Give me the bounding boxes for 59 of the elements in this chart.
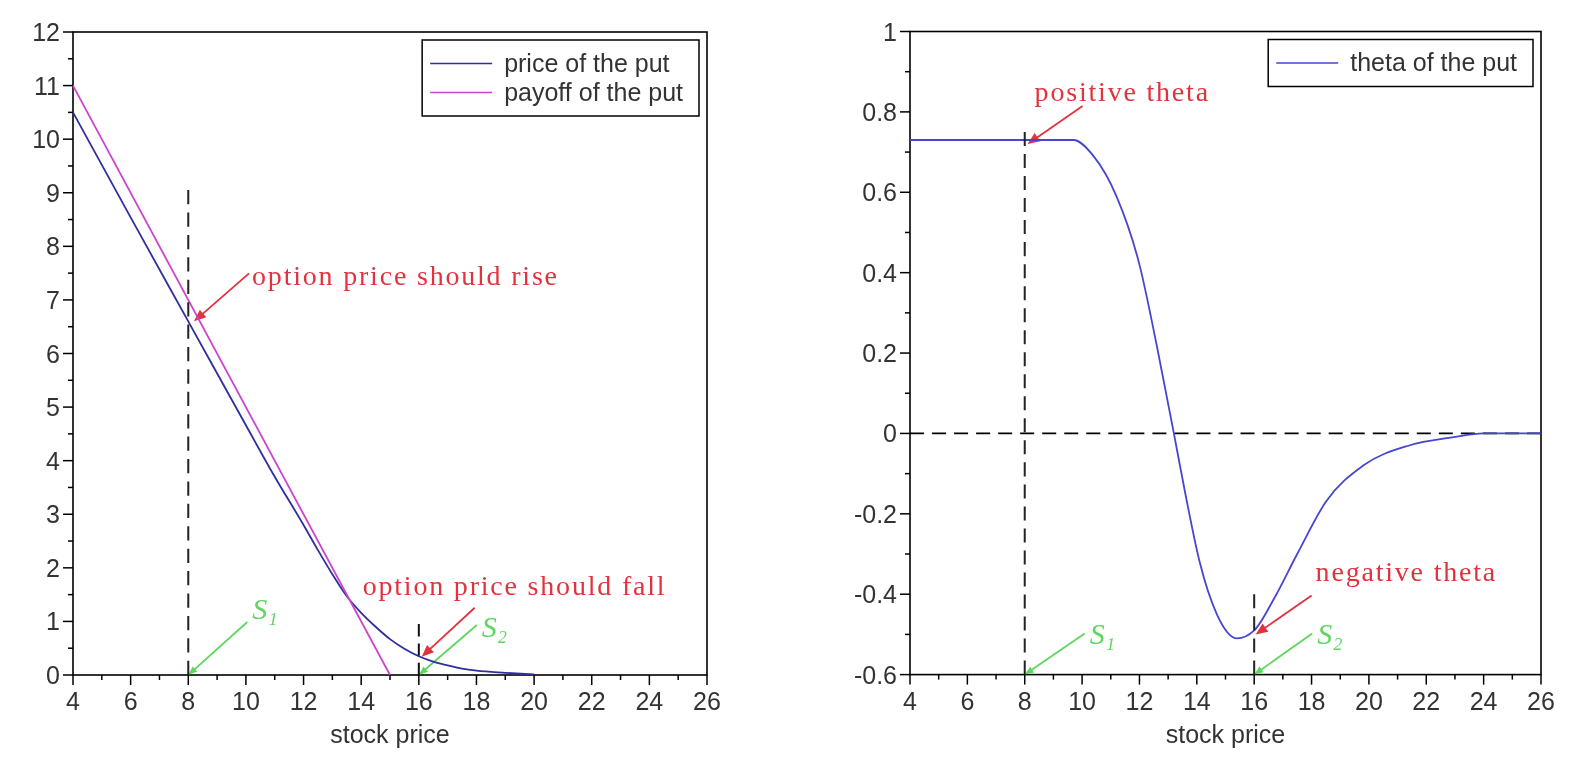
y-tick-label: 2: [46, 553, 60, 582]
x-tick-label: 26: [693, 687, 721, 715]
y-tick-label: 0.4: [862, 258, 898, 287]
x-tick-label: 26: [1527, 686, 1555, 715]
x-axis-title: stock price: [330, 720, 450, 748]
annotation: S₂: [481, 610, 508, 643]
y-tick-label: 10: [32, 125, 60, 154]
x-tick-label: 8: [181, 687, 196, 715]
x-tick-label: 6: [960, 686, 975, 715]
legend-label: price of the put: [504, 48, 670, 77]
y-tick-label: 6: [46, 339, 60, 368]
y-tick-label: -0.6: [853, 660, 897, 689]
annotation: negative theta: [1315, 556, 1498, 588]
x-tick-label: 10: [1068, 686, 1096, 715]
y-tick-label: 0: [46, 661, 60, 689]
annotation: S₁: [1089, 616, 1116, 650]
x-tick-label: 20: [520, 687, 548, 715]
y-tick-label: 12: [32, 18, 60, 46]
x-tick-label: 18: [1297, 686, 1326, 715]
x-tick-label: 4: [903, 686, 918, 715]
annotation: positive theta: [1034, 76, 1210, 108]
x-tick-label: 12: [1125, 686, 1154, 715]
annotation: S₂: [1317, 616, 1343, 650]
y-tick-label: 0.6: [862, 178, 897, 207]
x-tick-label: 14: [347, 687, 376, 715]
x-tick-label: 10: [232, 687, 260, 715]
x-tick-label: 14: [1182, 686, 1211, 715]
annotation: option price should fall: [362, 569, 667, 601]
legend-label: theta of the put: [1350, 48, 1518, 76]
y-tick-label: 0.8: [862, 97, 897, 126]
x-tick-label: 6: [123, 687, 138, 715]
x-tick-label: 4: [66, 687, 81, 715]
annotation: option price should rise: [252, 260, 559, 292]
y-tick-label: 8: [46, 232, 60, 261]
y-tick-label: 1: [883, 17, 897, 46]
y-tick-label: -0.4: [853, 580, 898, 609]
x-tick-label: 8: [1017, 686, 1032, 715]
x-tick-label: 24: [1469, 686, 1498, 715]
x-tick-label: 24: [635, 687, 664, 715]
y-tick-label: 9: [46, 178, 60, 207]
y-tick-label: 11: [34, 71, 60, 100]
x-tick-label: 22: [1412, 686, 1441, 715]
x-tick-label: 16: [1240, 686, 1269, 715]
y-tick-label: 1: [46, 607, 60, 636]
x-axis-title: stock price: [1165, 719, 1286, 748]
y-tick-label: 3: [46, 500, 60, 529]
x-tick-label: 16: [404, 687, 433, 715]
y-tick-label: -0.2: [853, 499, 897, 528]
annotation: S₁: [252, 592, 278, 625]
y-tick-label: 4: [46, 446, 61, 475]
y-tick-label: 0: [883, 419, 897, 448]
y-tick-label: 0.2: [862, 339, 897, 368]
y-tick-label: 7: [46, 285, 60, 314]
x-tick-label: 20: [1355, 686, 1383, 715]
x-tick-label: 12: [289, 687, 318, 715]
y-tick-label: 5: [46, 393, 60, 422]
legend-label: payoff of the put: [504, 77, 684, 106]
x-tick-label: 18: [462, 687, 491, 715]
x-tick-label: 22: [577, 687, 606, 715]
